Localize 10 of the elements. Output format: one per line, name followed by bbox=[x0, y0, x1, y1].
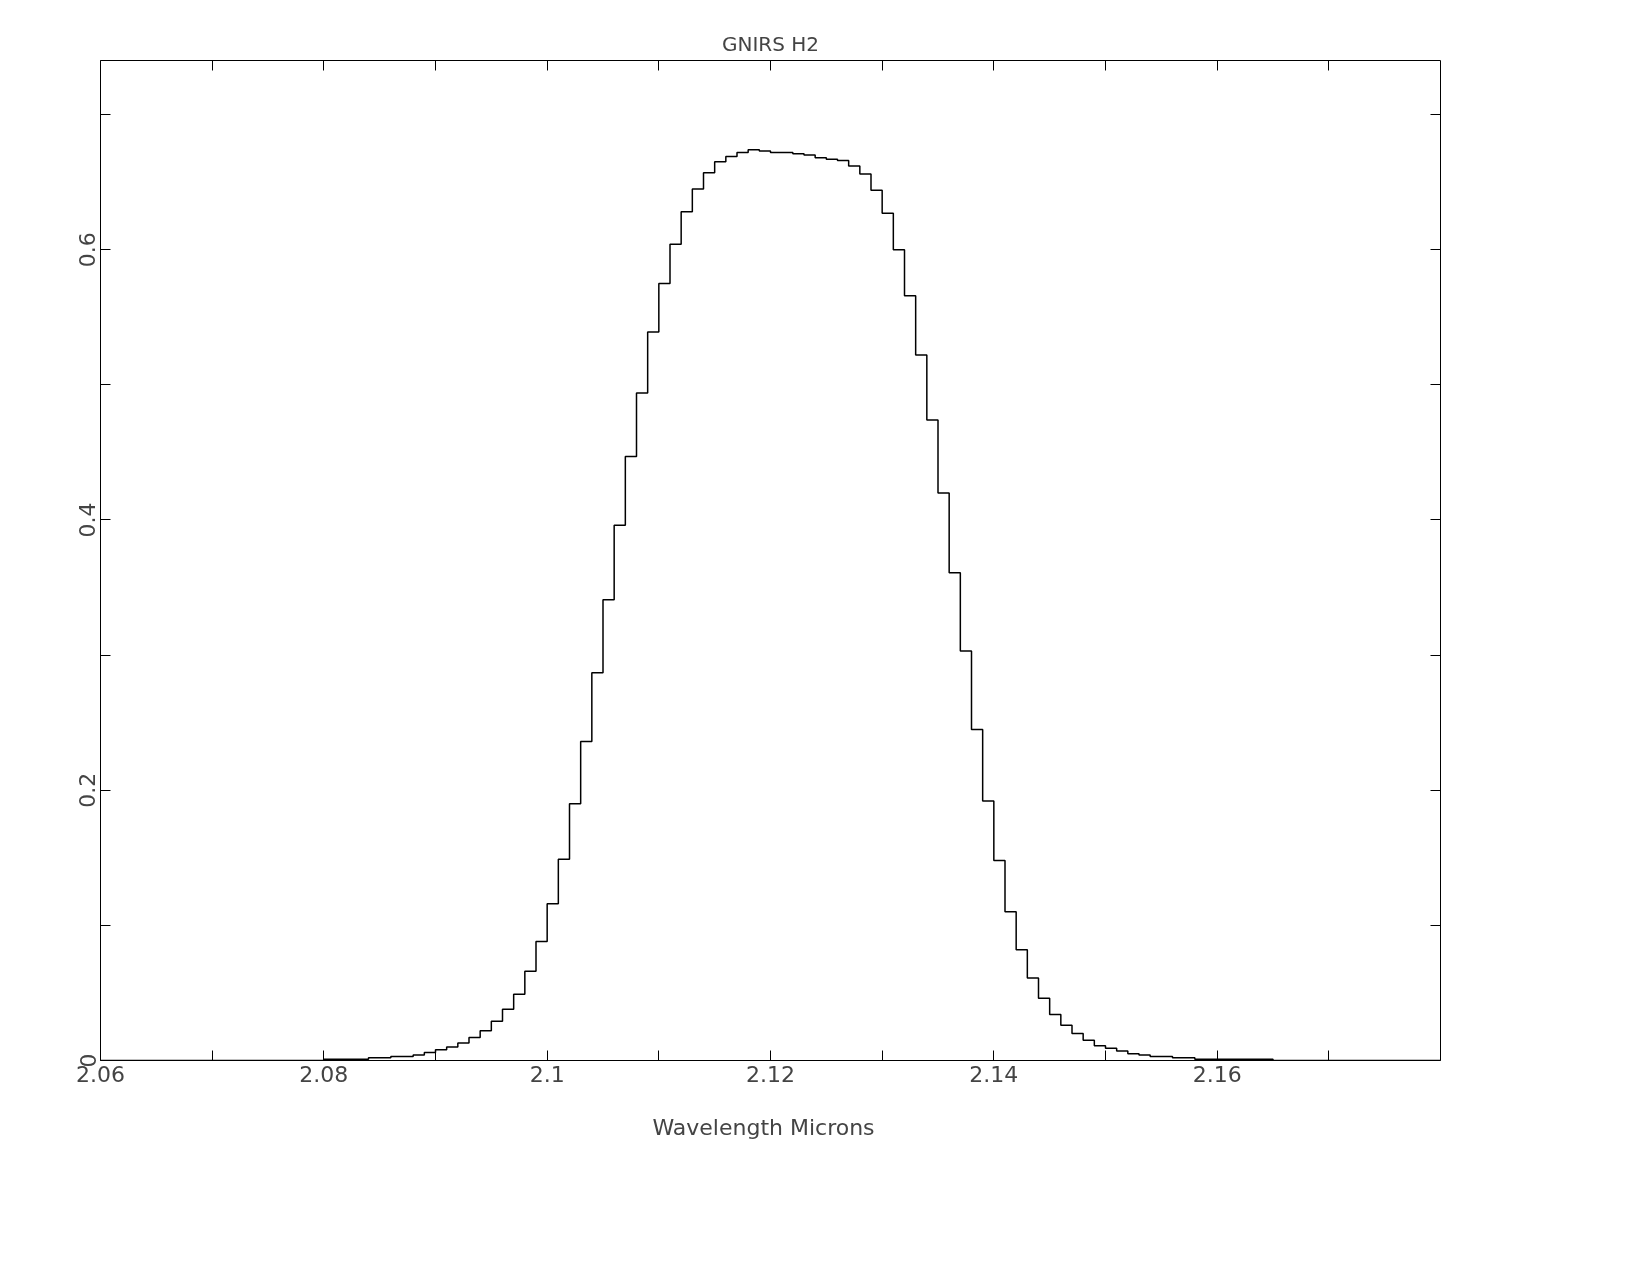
x-tick-label: 2.16 bbox=[1192, 1061, 1242, 1087]
y-tick-label: 0.2 bbox=[75, 772, 101, 808]
y-tick-label: 0.6 bbox=[75, 232, 101, 268]
y-tick-label: 0.4 bbox=[75, 502, 101, 538]
x-axis-title: Wavelength Microns bbox=[652, 1114, 875, 1140]
x-tick-label: 2.14 bbox=[969, 1061, 1019, 1087]
chart-title: GNIRS H2 bbox=[721, 31, 820, 56]
x-tick-label: 2.12 bbox=[746, 1061, 795, 1087]
x-tick-label: 2.1 bbox=[529, 1061, 565, 1087]
x-tick-label: 2.08 bbox=[299, 1061, 349, 1087]
